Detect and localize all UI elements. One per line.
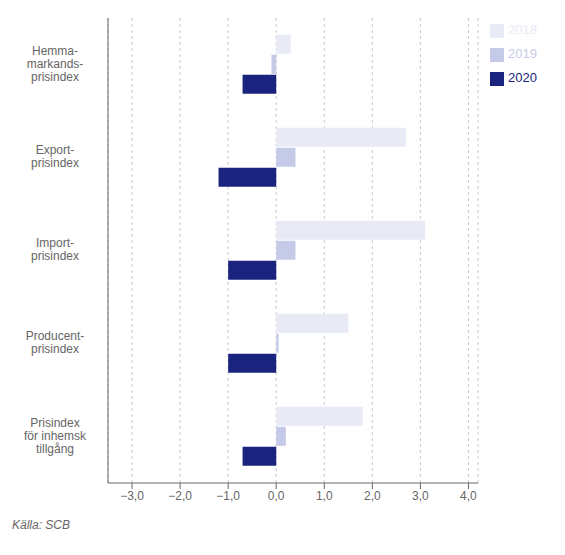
html-text:2020: 2020 bbox=[508, 70, 537, 85]
svg-text:4,0: 4,0 bbox=[460, 489, 477, 503]
svg-text:3,0: 3,0 bbox=[412, 489, 429, 503]
svg-text:1,0: 1,0 bbox=[316, 489, 333, 503]
html-text:Källa: SCB: Källa: SCB bbox=[12, 518, 70, 532]
svg-text:2,0: 2,0 bbox=[364, 489, 381, 503]
svg-text:Producent-prisindex: Producent-prisindex bbox=[26, 329, 85, 356]
svg-text:−3,0: −3,0 bbox=[120, 489, 144, 503]
svg-text:Export-prisindex: Export-prisindex bbox=[31, 143, 79, 170]
html-text:2018: 2018 bbox=[508, 22, 537, 37]
html-text:2019: 2019 bbox=[508, 46, 537, 61]
svg-text:Prisindexför inhemsktillgång: Prisindexför inhemsktillgång bbox=[24, 416, 87, 456]
svg-text:0,0: 0,0 bbox=[268, 489, 285, 503]
svg-text:Hemma-markands-prisindex: Hemma-markands-prisindex bbox=[27, 44, 84, 84]
svg-text:−1,0: −1,0 bbox=[216, 489, 240, 503]
svg-text:Import-prisindex: Import-prisindex bbox=[31, 236, 79, 263]
svg-text:−2,0: −2,0 bbox=[168, 489, 192, 503]
